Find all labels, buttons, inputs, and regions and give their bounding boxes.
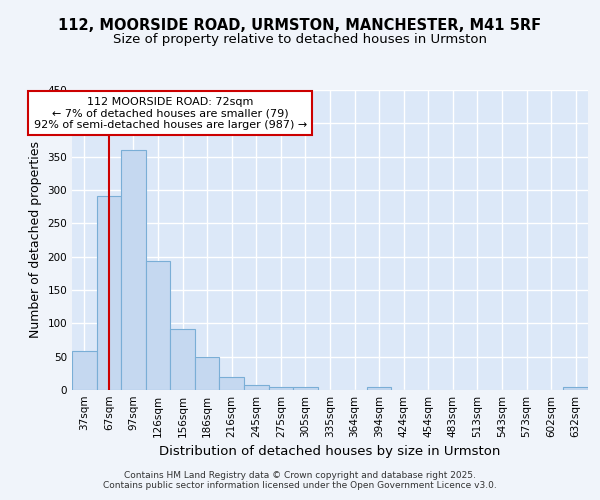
Bar <box>72 352 97 390</box>
Bar <box>170 330 195 390</box>
Text: Contains HM Land Registry data © Crown copyright and database right 2025.
Contai: Contains HM Land Registry data © Crown c… <box>103 470 497 490</box>
Bar <box>121 150 146 390</box>
X-axis label: Distribution of detached houses by size in Urmston: Distribution of detached houses by size … <box>160 446 500 458</box>
Bar <box>367 388 391 390</box>
Bar <box>563 388 588 390</box>
Text: 112, MOORSIDE ROAD, URMSTON, MANCHESTER, M41 5RF: 112, MOORSIDE ROAD, URMSTON, MANCHESTER,… <box>58 18 542 32</box>
Bar <box>293 386 318 390</box>
Y-axis label: Number of detached properties: Number of detached properties <box>29 142 42 338</box>
Text: 112 MOORSIDE ROAD: 72sqm
← 7% of detached houses are smaller (79)
92% of semi-de: 112 MOORSIDE ROAD: 72sqm ← 7% of detache… <box>34 96 307 130</box>
Text: Size of property relative to detached houses in Urmston: Size of property relative to detached ho… <box>113 32 487 46</box>
Bar <box>269 388 293 390</box>
Bar <box>195 358 220 390</box>
Bar <box>244 384 269 390</box>
Bar <box>146 262 170 390</box>
Bar <box>220 378 244 390</box>
Bar <box>97 196 121 390</box>
